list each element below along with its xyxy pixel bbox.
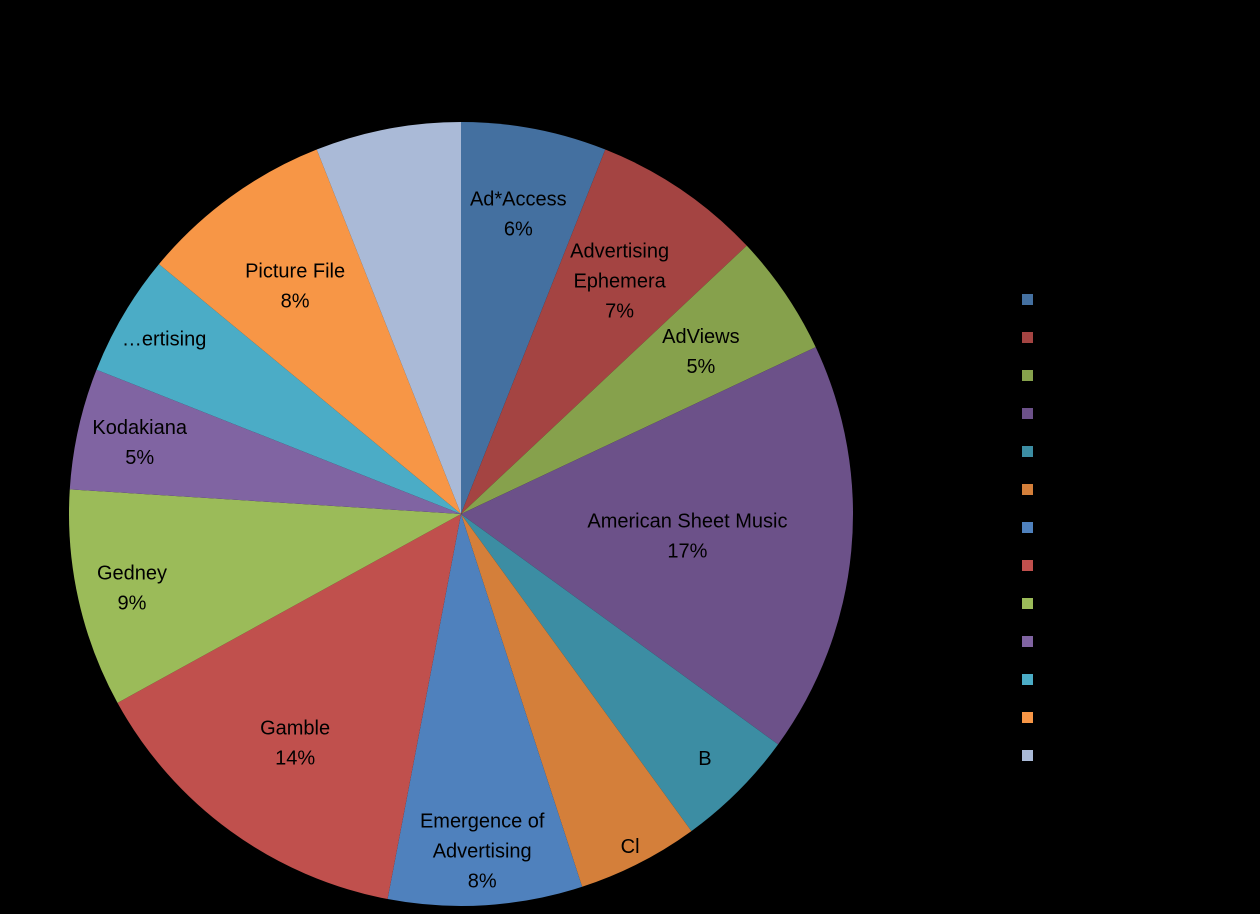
- legend-item: [1022, 736, 1252, 774]
- legend-swatch-icon: [1022, 597, 1033, 609]
- legend-swatch-icon: [1022, 369, 1033, 381]
- pie-slice: [461, 245, 816, 514]
- pie-slice: [461, 514, 779, 832]
- slice-data-label: Cl: [621, 836, 640, 858]
- legend-item: [1022, 546, 1252, 584]
- legend-item: [1022, 318, 1252, 356]
- pie-slice: [117, 514, 462, 900]
- legend-swatch-icon: [1022, 331, 1033, 343]
- slice-data-label: Emergence of Advertising 8%: [420, 811, 545, 893]
- legend-swatch-icon: [1022, 445, 1033, 457]
- legend-item: [1022, 280, 1252, 318]
- slice-data-label: Gedney 9%: [97, 563, 167, 615]
- pie-slice: [387, 514, 583, 906]
- slice-data-label: Picture File 8%: [245, 261, 345, 313]
- slice-data-label: Ad*Access 6%: [470, 189, 567, 241]
- pie-slice: [96, 264, 461, 514]
- legend-item: [1022, 356, 1252, 394]
- pie-slice: [316, 122, 461, 514]
- legend-swatch-icon: [1022, 749, 1033, 761]
- slice-data-label: Advertising Ephemera 7%: [570, 241, 669, 323]
- slice-data-label: Kodakiana 5%: [92, 417, 187, 469]
- pie-slice: [68, 489, 461, 703]
- legend-swatch-icon: [1022, 407, 1033, 419]
- legend-item: [1022, 394, 1252, 432]
- legend-item: [1022, 432, 1252, 470]
- legend-swatch-icon: [1022, 521, 1033, 533]
- legend-item: [1022, 698, 1252, 736]
- legend: [1022, 280, 1252, 774]
- legend-swatch-icon: [1022, 673, 1033, 685]
- pie-slice: [461, 122, 606, 514]
- slice-data-label: AdViews 5%: [662, 326, 739, 378]
- legend-item: [1022, 660, 1252, 698]
- legend-item: [1022, 508, 1252, 546]
- legend-swatch-icon: [1022, 559, 1033, 571]
- pie-slice: [69, 369, 462, 514]
- pie-slice: [461, 347, 853, 745]
- legend-item: [1022, 470, 1252, 508]
- legend-item: [1022, 584, 1252, 622]
- slice-data-label: Gamble 14%: [260, 717, 330, 769]
- slice-data-label: …ertising: [122, 328, 206, 350]
- legend-item: [1022, 622, 1252, 660]
- slice-data-label: American Sheet Music 17%: [587, 510, 787, 562]
- legend-swatch-icon: [1022, 711, 1033, 723]
- pie-slice: [461, 514, 692, 887]
- legend-swatch-icon: [1022, 635, 1033, 647]
- legend-swatch-icon: [1022, 483, 1033, 495]
- slice-data-label: B: [698, 748, 711, 770]
- pie-slice: [461, 149, 747, 514]
- legend-swatch-icon: [1022, 293, 1033, 305]
- pie-slice: [158, 149, 461, 514]
